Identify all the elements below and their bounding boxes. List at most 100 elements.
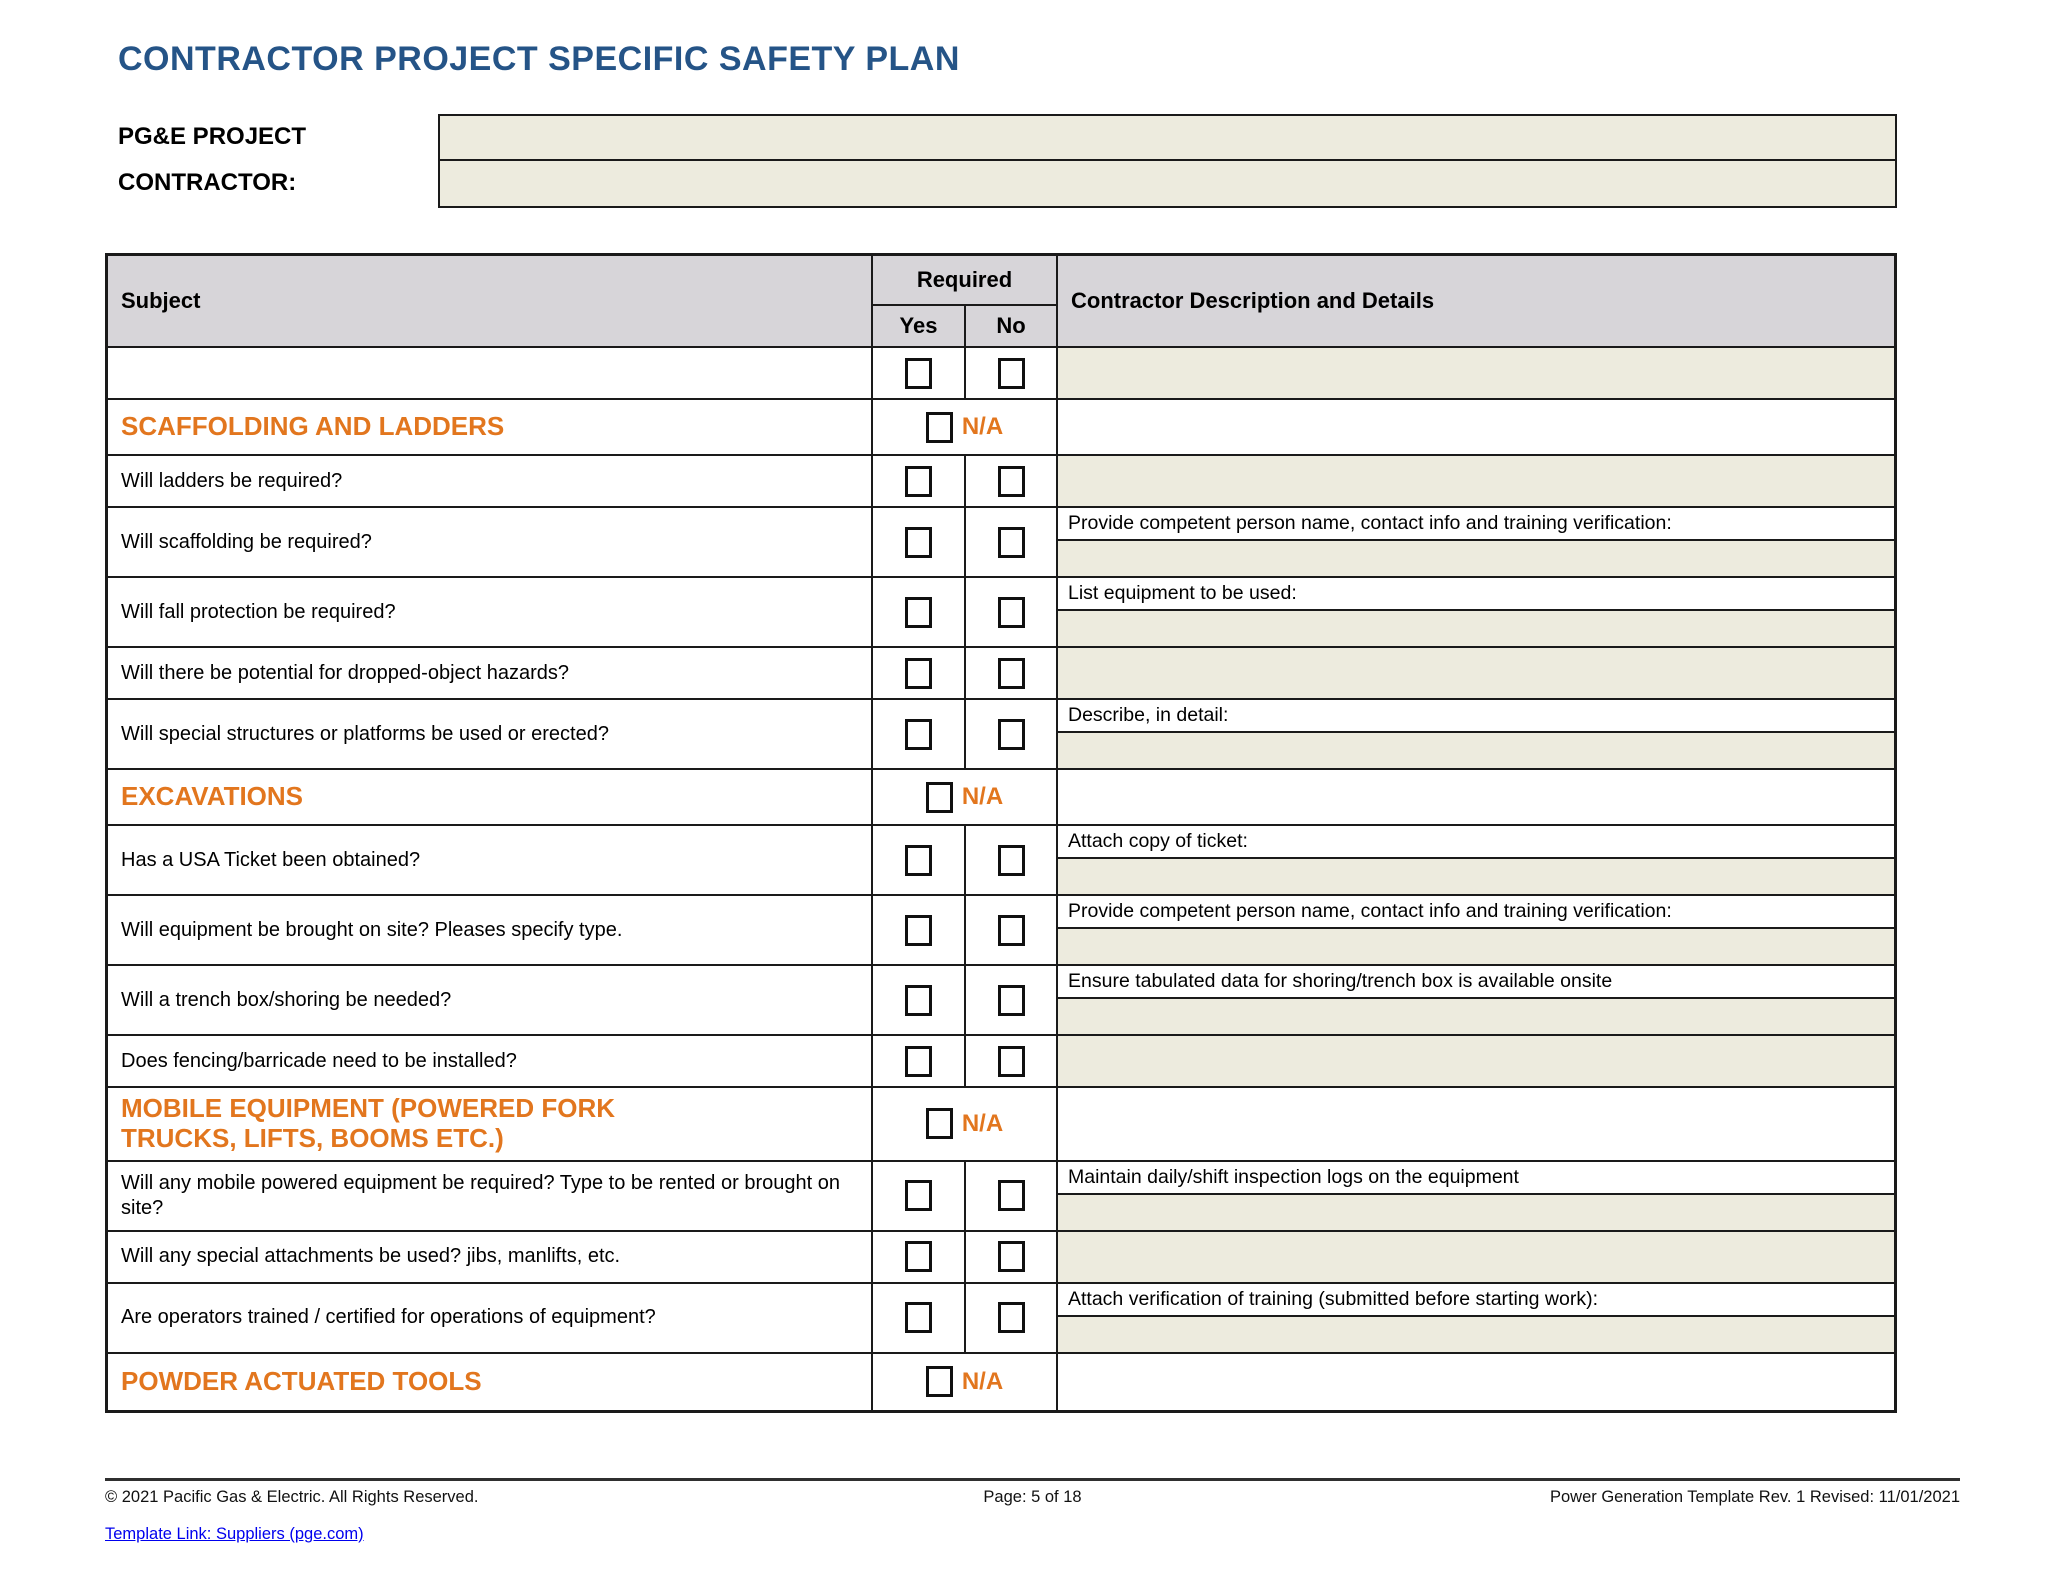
no-checkbox[interactable] — [997, 844, 1025, 876]
pge-project-label: PG&E PROJECT — [118, 123, 307, 150]
pge-project-input[interactable] — [440, 116, 1895, 161]
na-label: N/A — [961, 1109, 1004, 1137]
template-link[interactable]: Template Link: Suppliers (pge.com) — [105, 1525, 364, 1543]
no-checkbox[interactable] — [997, 1302, 1025, 1334]
yes-checkbox[interactable] — [905, 1241, 932, 1273]
na-checkbox[interactable] — [925, 1108, 953, 1140]
no-checkbox[interactable] — [997, 465, 1025, 497]
safety-plan-table: Subject Required Yes No Contractor Descr… — [105, 253, 1897, 1413]
description-input[interactable] — [1058, 541, 1894, 576]
yes-cell — [873, 648, 966, 698]
subject-label: Will any special attachments be used? ji… — [121, 1245, 621, 1268]
description-cell — [1058, 1036, 1894, 1086]
description-label: Maintain daily/shift inspection logs on … — [1058, 1161, 1894, 1195]
yes-checkbox[interactable] — [905, 1302, 932, 1334]
yes-checkbox[interactable] — [905, 844, 932, 876]
description-input[interactable] — [1058, 1231, 1894, 1282]
section-title-cell: MOBILE EQUIPMENT (POWERED FORK TRUCKS, L… — [108, 1088, 873, 1160]
no-cell — [966, 1036, 1058, 1086]
description-cell: Attach verification of training (submitt… — [1058, 1283, 1894, 1352]
no-checkbox[interactable] — [997, 718, 1025, 750]
subject-label: Will there be potential for dropped-obje… — [121, 661, 570, 684]
yes-checkbox[interactable] — [905, 657, 932, 689]
description-blank — [1058, 1088, 1894, 1160]
no-cell — [966, 966, 1058, 1034]
yes-checkbox[interactable] — [905, 984, 932, 1016]
subject-label: Will fall protection be required? — [121, 600, 396, 623]
no-cell — [966, 700, 1058, 768]
col-header-no: No — [966, 306, 1058, 346]
no-cell — [966, 348, 1058, 398]
yes-cell — [873, 896, 966, 964]
description-input[interactable] — [1058, 929, 1894, 964]
description-input[interactable] — [1058, 999, 1894, 1034]
description-input[interactable] — [1058, 1194, 1894, 1230]
na-label: N/A — [961, 413, 1004, 440]
question-row: Will fall protection be required? List eq… — [108, 578, 1894, 648]
field-boxes — [438, 114, 1897, 208]
question-row: Will scaffolding be required? Provide com… — [108, 508, 1894, 578]
description-label: Describe, in detail: — [1058, 700, 1894, 733]
description-input[interactable] — [1058, 348, 1894, 398]
question-row — [108, 348, 1894, 400]
contractor-input[interactable] — [440, 161, 1895, 206]
yes-cell — [873, 1283, 966, 1352]
no-checkbox[interactable] — [997, 526, 1025, 558]
yes-checkbox[interactable] — [905, 1045, 932, 1077]
no-cell — [966, 826, 1058, 894]
description-input[interactable] — [1058, 733, 1894, 768]
no-checkbox[interactable] — [997, 914, 1025, 946]
no-cell — [966, 1231, 1058, 1282]
description-input[interactable] — [1058, 648, 1894, 698]
yes-checkbox[interactable] — [905, 596, 932, 628]
description-input[interactable] — [1058, 456, 1894, 506]
no-cell — [966, 578, 1058, 646]
section-row: SCAFFOLDING AND LADDERS N/A — [108, 400, 1894, 456]
col-header-description: Contractor Description and Details — [1071, 288, 1435, 313]
question-row: Will any mobile powered equipment be req… — [108, 1161, 1894, 1232]
na-cell: N/A — [873, 400, 1058, 454]
section-title: POWDER ACTUATED TOOLS — [121, 1365, 482, 1396]
description-cell: List equipment to be used: — [1058, 578, 1894, 646]
subject-label: Has a USA Ticket been obtained? — [121, 848, 421, 871]
no-checkbox[interactable] — [997, 657, 1025, 689]
yes-cell — [873, 578, 966, 646]
subject-label: Will scaffolding be required? — [121, 530, 372, 553]
description-input[interactable] — [1058, 611, 1894, 646]
table-header: Subject Required Yes No Contractor Descr… — [108, 256, 1894, 348]
subject-label: Will equipment be brought on site? Pleas… — [121, 918, 623, 941]
yes-checkbox[interactable] — [905, 526, 932, 558]
description-cell — [1058, 648, 1894, 698]
description-blank — [1058, 770, 1894, 824]
col-header-required: Required — [873, 256, 1058, 306]
no-checkbox[interactable] — [997, 1241, 1025, 1273]
section-title: SCAFFOLDING AND LADDERS — [121, 411, 505, 442]
page-footer: © 2021 Pacific Gas & Electric. All Right… — [105, 1478, 1960, 1543]
description-cell — [1058, 348, 1894, 398]
no-checkbox[interactable] — [997, 984, 1025, 1016]
yes-checkbox[interactable] — [905, 465, 932, 497]
no-cell — [966, 456, 1058, 506]
description-input[interactable] — [1058, 859, 1894, 894]
no-checkbox[interactable] — [997, 1045, 1025, 1077]
na-checkbox[interactable] — [925, 411, 953, 443]
yes-cell — [873, 456, 966, 506]
yes-checkbox[interactable] — [905, 914, 932, 946]
description-cell: Ensure tabulated data for shoring/trench… — [1058, 966, 1894, 1034]
yes-checkbox[interactable] — [905, 357, 932, 389]
yes-cell — [873, 1161, 966, 1230]
yes-checkbox[interactable] — [905, 718, 932, 750]
yes-checkbox[interactable] — [905, 1180, 932, 1212]
na-cell: N/A — [873, 1353, 1058, 1410]
na-checkbox[interactable] — [925, 781, 953, 813]
subject-cell — [108, 348, 873, 398]
no-checkbox[interactable] — [997, 596, 1025, 628]
subject-cell: Will ladders be required? — [108, 456, 873, 506]
na-checkbox[interactable] — [925, 1366, 953, 1398]
description-input[interactable] — [1058, 1036, 1894, 1086]
na-label: N/A — [961, 1367, 1004, 1395]
description-input[interactable] — [1058, 1316, 1894, 1352]
no-checkbox[interactable] — [997, 1180, 1025, 1212]
no-checkbox[interactable] — [997, 357, 1025, 389]
table-rows: SCAFFOLDING AND LADDERS N/A Will ladders b… — [108, 348, 1894, 1410]
